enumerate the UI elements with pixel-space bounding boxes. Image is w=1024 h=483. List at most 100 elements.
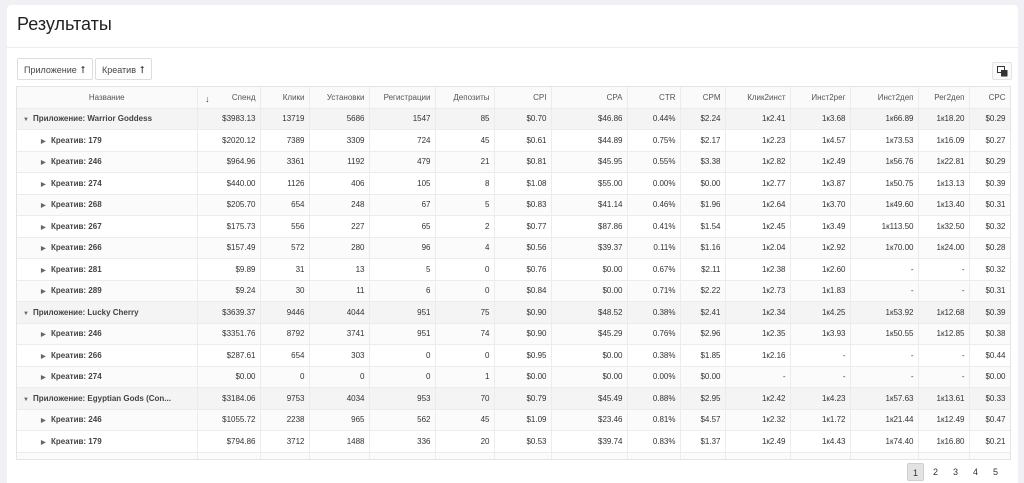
table-cell: 0.67% [627, 258, 681, 281]
table-cell: $0.90 [494, 301, 552, 324]
table-row[interactable]: ▶ Креатив: 246 $1055.72 2238 965 562 45 $1.09 $2… [17, 409, 1010, 431]
pagination: 1 2 3 4 5 [7, 463, 1018, 483]
column-header[interactable]: Клик2инст [725, 87, 791, 109]
table-cell: 1к4.57 [790, 129, 851, 152]
table-cell: 1к1.72 [790, 409, 851, 431]
table-row[interactable]: ▶ Креатив: 268 $205.70 654 248 67 5 $0.83 $41.14… [17, 194, 1010, 216]
table-row[interactable]: ▶ Креатив: 246 $964.96 3361 1192 479 21 $0.81 $4… [17, 151, 1010, 173]
group-row[interactable]: ▼ Приложение: Warrior Goddess $3983.13 1371… [17, 108, 1010, 130]
table-cell: - [850, 258, 919, 281]
table-cell: 0.81% [627, 409, 681, 431]
table-cell: $41.14 [551, 194, 628, 216]
column-header[interactable]: Клики [260, 87, 310, 109]
table-cell: 3741 [309, 323, 370, 345]
column-header[interactable]: CPI [494, 87, 552, 109]
table-row[interactable]: ▶Креатив: 267$429.901093384242$1.12$214.… [17, 452, 1010, 459]
table-row[interactable]: ▶ Креатив: 274 $440.00 1126 406 105 8 $1.08 $55.… [17, 172, 1010, 195]
table-row[interactable]: ▶ Креатив: 266 $157.49 572 280 96 4 $0.56 $39.37… [17, 237, 1010, 259]
column-header[interactable]: CPC [969, 87, 1010, 109]
page-3-button[interactable]: 3 [952, 467, 958, 477]
expand-toggle-icon[interactable]: ▶ [41, 181, 46, 188]
table-cell: 951 [369, 301, 436, 324]
expand-toggle-icon[interactable]: ▶ [41, 138, 46, 145]
table-cell: 248 [309, 194, 370, 216]
expand-toggle-icon[interactable]: ▶ [41, 375, 46, 382]
table-cell: 1к4.23 [790, 387, 851, 410]
table-row[interactable]: ▶ Креатив: 179 $794.86 3712 1488 336 20 $0.53 $3… [17, 430, 1010, 453]
table-cell: 1к2.34 [725, 301, 791, 324]
table-cell: 9446 [260, 301, 310, 324]
table-cell: 24 [369, 452, 436, 459]
column-header[interactable]: Инст2деп [850, 87, 919, 109]
table-row[interactable]: ▶ Креатив: 281 $9.89 31 13 5 0 $0.76 $0.00 0.67% $… [17, 258, 1010, 281]
expand-toggle-icon[interactable]: ▶ [41, 289, 46, 296]
page-2-button[interactable]: 2 [932, 467, 938, 477]
table-cell: 0.38% [627, 344, 681, 367]
table-cell: 6 [369, 280, 436, 302]
table-row[interactable]: ▶ Креатив: 266 $287.61 654 303 0 0 $0.95 $0.00 0.… [17, 344, 1010, 367]
export-button[interactable] [992, 62, 1012, 80]
collapse-toggle-icon[interactable]: ▼ [23, 117, 29, 124]
row-name-label: Креатив: 289 [51, 286, 102, 296]
collapse-toggle-icon[interactable]: ▼ [23, 396, 29, 403]
table-row[interactable]: ▶ Креатив: 289 $9.24 30 11 6 0 $0.84 $0.00 0.71% $… [17, 280, 1010, 302]
table-cell: 572 [260, 237, 310, 259]
table-cell: 1к13.13 [918, 172, 970, 195]
collapse-toggle-icon[interactable]: ▼ [23, 310, 29, 317]
table-cell: 1к2.41 [725, 108, 791, 130]
expand-toggle-icon[interactable]: ▶ [41, 224, 46, 231]
table-row[interactable]: ▶ Креатив: 274 $0.00 0 0 0 1 $0.00 $0.00 0.00% $0.… [17, 366, 1010, 388]
table-cell: 1к12.68 [918, 301, 970, 324]
column-header[interactable]: Установки [309, 87, 370, 109]
table-cell: $3184.06 [197, 387, 261, 410]
table-cell: $9.89 [197, 258, 261, 281]
column-header[interactable]: Название [17, 87, 198, 109]
table-cell: $2.22 [680, 280, 726, 302]
expand-toggle-icon[interactable]: ▶ [41, 160, 46, 167]
table-cell: 1к192.00 [850, 452, 919, 459]
column-header[interactable]: Инст2рег [790, 87, 851, 109]
sort-desc-icon[interactable]: ↓ [205, 94, 210, 104]
page-1-button[interactable]: 1 [907, 463, 924, 481]
column-header[interactable]: CPA [551, 87, 628, 109]
table-cell: $0.00 [551, 366, 628, 388]
table-cell: $45.95 [551, 151, 628, 173]
group-chip-creative[interactable]: Креатив ⭡ [95, 58, 152, 80]
column-header[interactable]: Регистрации [369, 87, 436, 109]
expand-toggle-icon[interactable]: ▶ [41, 418, 46, 425]
expand-toggle-icon[interactable]: ▶ [41, 353, 46, 360]
table-cell: 1126 [260, 172, 310, 195]
table-cell: 1к4.43 [790, 430, 851, 453]
expand-toggle-icon[interactable]: ▶ [41, 439, 46, 446]
expand-toggle-icon[interactable]: ▶ [41, 246, 46, 253]
table-cell: $3351.76 [197, 323, 261, 345]
table-cell: $205.70 [197, 194, 261, 216]
expand-toggle-icon[interactable]: ▶ [41, 332, 46, 339]
page-5-button[interactable]: 5 [992, 467, 998, 477]
expand-toggle-icon[interactable]: ▶ [41, 203, 46, 210]
column-header[interactable]: Рег2деп [918, 87, 970, 109]
group-row[interactable]: ▼ Приложение: Lucky Cherry $3639.37 9446 404… [17, 301, 1010, 324]
table-cell: 1к2.04 [725, 237, 791, 259]
table-cell: 0.71% [627, 280, 681, 302]
table-cell: 31 [260, 258, 310, 281]
column-header[interactable]: CPM [680, 87, 726, 109]
table-row[interactable]: ▶ Креатив: 179 $2020.12 7389 3309 724 45 $0.61 $… [17, 129, 1010, 152]
table-cell: $0.76 [494, 258, 552, 281]
table-cell: 654 [260, 344, 310, 367]
group-row[interactable]: ▼ Приложение: Egyptian Gods (Con... $3184.… [17, 387, 1010, 410]
group-chip-app[interactable]: Приложение ⭡ [17, 58, 93, 80]
table-cell: $45.49 [551, 387, 628, 410]
column-header[interactable]: Депозиты [435, 87, 495, 109]
table-row[interactable]: ▶ Креатив: 267 $175.73 556 227 65 2 $0.77 $87.86… [17, 215, 1010, 238]
column-header[interactable]: CTR [627, 87, 681, 109]
table-cell: 951 [369, 323, 436, 345]
table-cell: $0.31 [969, 280, 1010, 302]
table-cell: 45 [435, 409, 495, 431]
column-header[interactable]: Спенд [197, 87, 261, 109]
expand-toggle-icon[interactable]: ▶ [41, 267, 46, 274]
page-4-button[interactable]: 4 [972, 467, 978, 477]
table-cell: 1к2.82 [725, 151, 791, 173]
table-cell: 1.36% [627, 452, 681, 459]
table-row[interactable]: ▶ Креатив: 246 $3351.76 8792 3741 951 74 $0.90 $… [17, 323, 1010, 345]
